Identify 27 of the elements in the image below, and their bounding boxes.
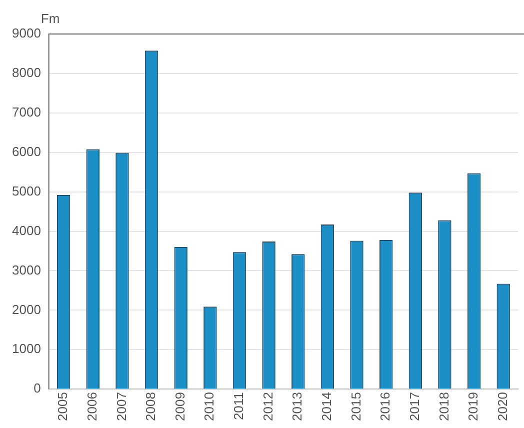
x-tick-label: 2020: [494, 392, 510, 421]
x-tick-label: 2006: [84, 392, 100, 421]
x-tick-label: 2008: [143, 392, 158, 421]
y-axis-title: Fm: [40, 11, 60, 26]
x-tick-label: 2018: [436, 392, 452, 421]
y-tick-label: 1000: [12, 341, 41, 356]
x-tick-label: 2015: [348, 392, 364, 421]
y-tick-label: 7000: [12, 104, 41, 120]
y-tick-label: 6000: [12, 144, 41, 159]
x-tick-label: 2011: [231, 392, 246, 420]
y-tick-label: 9000: [12, 26, 41, 41]
y-tick-label: 3000: [12, 262, 41, 278]
x-tick-label: 2007: [114, 392, 129, 421]
x-tick-label: 2012: [260, 392, 276, 421]
y-tick-label: 2000: [12, 302, 41, 317]
x-tick-label: 2009: [172, 392, 188, 421]
x-tick-label: 2005: [55, 392, 70, 421]
x-tick-label: 2013: [290, 392, 305, 421]
x-tick-label: 2014: [319, 392, 334, 421]
x-tick-label: 2010: [202, 392, 217, 421]
y-tick-label: 0: [34, 380, 41, 396]
y-tick-label: 5000: [12, 183, 41, 198]
x-tick-label: 2016: [378, 392, 393, 421]
x-tick-label: 2017: [406, 392, 422, 421]
x-tick-label: 2019: [466, 392, 481, 421]
y-tick-label: 8000: [12, 65, 41, 80]
y-tick-label: 4000: [12, 222, 41, 238]
